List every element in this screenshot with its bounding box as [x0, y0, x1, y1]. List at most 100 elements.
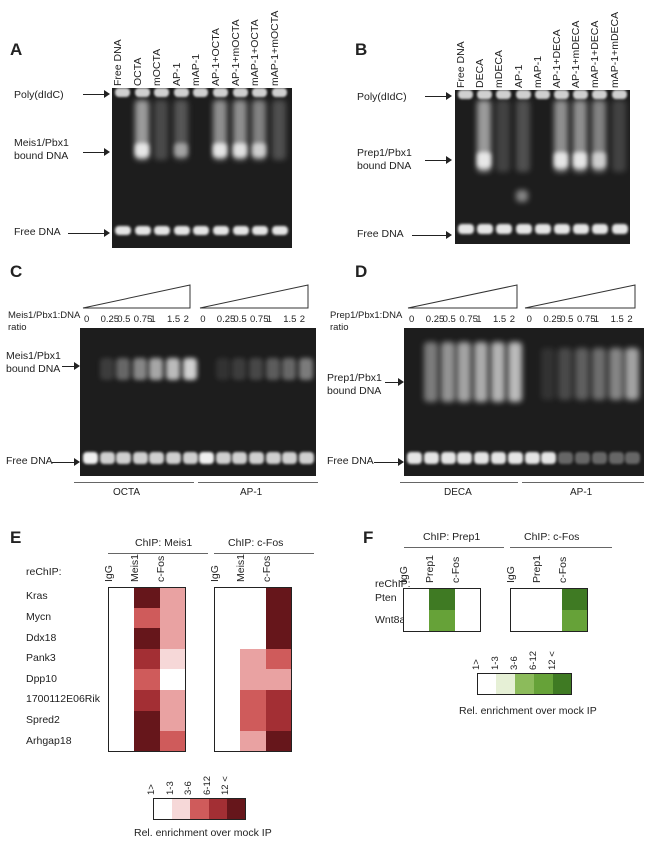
- heatmap-border: [510, 588, 588, 632]
- legend-tick: 1-3: [164, 781, 176, 795]
- legend-border: [153, 798, 246, 820]
- gel-band: [134, 226, 151, 235]
- ratio-value: 0: [84, 314, 90, 325]
- heatmap-cell: [134, 731, 160, 752]
- gel-band: [554, 90, 569, 99]
- gel-band: [149, 452, 165, 464]
- legend-swatch: [227, 798, 246, 820]
- gel-band: [116, 358, 131, 380]
- heatmap-cell: [108, 731, 134, 752]
- ratio-value: 2: [509, 314, 516, 325]
- heatmap-cell: [134, 648, 160, 670]
- legend-tick: 1-3: [489, 656, 501, 670]
- heatmap-cell: [240, 731, 266, 752]
- panel-label-d: D: [355, 262, 368, 281]
- heatmap-cell: [160, 690, 186, 711]
- heatmap-cell: [266, 648, 292, 670]
- gel-band: [99, 452, 115, 464]
- f-chip-prep1: ChIP: Prep1: [423, 531, 481, 543]
- legend-swatch: [515, 673, 534, 695]
- legend-swatch: [553, 673, 572, 695]
- legend-tick: 3-6: [508, 656, 520, 670]
- heatmap-cell: [266, 587, 292, 608]
- gel-band: [173, 143, 188, 157]
- f-legend-title: Rel. enrichment over mock IP: [459, 705, 597, 717]
- gel-band: [573, 224, 590, 234]
- lane-label: DECA: [474, 58, 487, 88]
- gel-band: [115, 226, 131, 235]
- ratio-value: 1.5: [283, 314, 297, 325]
- gene-label: Spred2: [26, 713, 60, 726]
- heatmap-cell: [214, 587, 240, 608]
- legend-tick: 1>: [146, 784, 158, 795]
- a-free-label: Free DNA: [14, 226, 61, 238]
- gene-label: Kras: [26, 590, 48, 603]
- gel-band: [154, 100, 169, 160]
- heatmap-border: [214, 587, 292, 752]
- ratio-value: 1: [593, 314, 600, 325]
- heatmap-cell: [240, 690, 266, 711]
- gel-band: [534, 90, 550, 99]
- gel-band: [474, 342, 489, 402]
- gel-band: [541, 452, 557, 464]
- legend-swatch: [190, 798, 209, 820]
- e-rechip-label: reChIP:: [26, 566, 62, 578]
- gel-band: [282, 452, 298, 464]
- heatmap-cell: [510, 588, 536, 610]
- gel-band: [573, 152, 588, 168]
- lane-label: mAP-1+OCTA: [249, 19, 262, 86]
- ratio-value: 0.5: [442, 314, 456, 325]
- ratio-value: 0.5: [117, 314, 131, 325]
- gel-band: [265, 358, 280, 380]
- c-ratio-label: Meis1/Pbx1:DNA ratio: [8, 310, 81, 333]
- gene-label: Wnt8a: [375, 614, 406, 626]
- lane-label: mAP-1: [190, 53, 203, 86]
- gel-band: [608, 452, 624, 464]
- heatmap-cell: [160, 628, 186, 649]
- gel-band: [611, 90, 627, 99]
- f-rechip-label: reChIP:: [375, 578, 411, 590]
- heatmap-cell: [134, 710, 160, 732]
- gel-band: [573, 90, 589, 99]
- lane-label: mAP-1+DECA: [589, 20, 602, 88]
- gel-band: [611, 100, 626, 172]
- gel-band: [134, 88, 150, 97]
- gel-band: [608, 348, 623, 400]
- ratio-value: 0: [409, 314, 415, 325]
- lane-label: Free DNA: [455, 41, 467, 88]
- gel-band: [474, 452, 490, 464]
- column-label: Prep1: [424, 554, 436, 583]
- gel-band: [265, 452, 281, 464]
- c-free-label: Free DNA: [6, 455, 53, 467]
- gel-band: [298, 358, 313, 380]
- gene-label: Mycn: [26, 610, 52, 623]
- gel-band: [271, 226, 288, 235]
- gel-band: [182, 452, 198, 464]
- ratio-value: 0.5: [233, 314, 247, 325]
- column-label: IgG: [505, 566, 517, 583]
- heatmap-cell: [455, 588, 481, 610]
- heatmap-cell: [240, 628, 266, 649]
- b-bound-label: Prep1/Pbx1 bound DNA: [357, 147, 412, 172]
- heatmap-cell: [562, 588, 588, 610]
- heatmap-cell: [562, 610, 588, 632]
- lane-label: mOCTA: [151, 48, 164, 86]
- ratio-value: 1: [150, 314, 156, 325]
- a-bound-label: Meis1/Pbx1 bound DNA: [14, 137, 69, 162]
- gel-band: [558, 452, 574, 464]
- gel-band: [592, 90, 608, 99]
- heatmap-cell: [160, 731, 186, 752]
- legend-tick: 12 <: [546, 651, 558, 670]
- gene-label: Ddx18: [26, 631, 57, 644]
- gel-band: [515, 190, 528, 202]
- heatmap-cell: [266, 607, 292, 629]
- legend-swatch: [496, 673, 515, 695]
- heatmap-cell: [510, 610, 536, 632]
- column-label: IgG: [209, 565, 221, 582]
- gel-band: [199, 452, 215, 464]
- gel-band: [491, 342, 505, 402]
- column-label: c-Fos: [155, 555, 167, 582]
- column-label: Prep1: [531, 554, 543, 583]
- heatmap-cell: [134, 607, 160, 629]
- heatmap-cell: [160, 710, 186, 732]
